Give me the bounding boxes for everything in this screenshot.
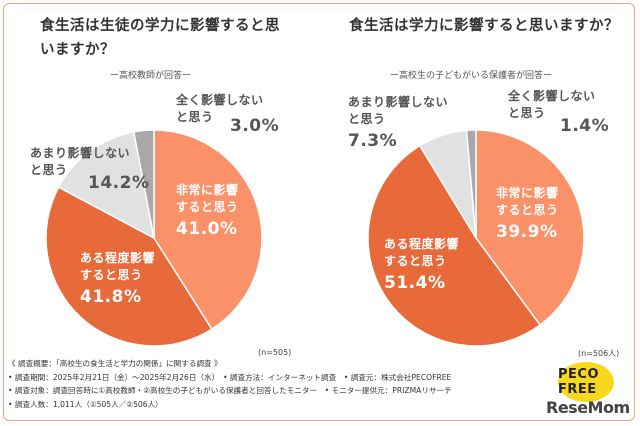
slice-name-line: ある程度影響 <box>80 251 156 265</box>
slice-label-little: あまり影響しない と思う <box>30 145 130 180</box>
slice-value: 51.4% <box>384 272 446 293</box>
sample-size: (n=505) <box>258 348 292 357</box>
slice-value: 39.9% <box>496 221 558 242</box>
chart-title: 食生活は生徒の学力に影響すると思いますか？ <box>40 18 280 58</box>
slice-label-little: あまり影響しない と思う 7.3% <box>348 94 448 153</box>
peco-free-logo: PECO FREE <box>558 362 614 402</box>
slice-value: 41.8% <box>80 286 142 307</box>
slice-name-line: と思う <box>508 106 546 121</box>
slice-name-line: すると思う <box>80 268 143 283</box>
chart-title: 食生活は学力に影響すると思いますか？ <box>349 18 619 34</box>
slice-label-none: 全く影響しない と思う <box>176 92 264 127</box>
notes-heading: 《 調査概要：「高校生の食生活と学力の関係」に関する調査 》 <box>8 359 222 368</box>
slice-name-line: すると思う <box>176 200 239 215</box>
slice-label-very: 非常に影響 すると思う 41.0% <box>176 182 239 241</box>
chart-subtitle: ー高校教師が回答ー <box>110 71 192 81</box>
slice-name-line: すると思う <box>496 203 559 218</box>
slice-name-line: と思う <box>176 110 214 125</box>
slice-value: 3.0% <box>230 116 280 136</box>
slice-name-line: あまり影響しない <box>348 95 449 109</box>
slice-value-little: 14.2% <box>88 171 149 196</box>
chart-subtitle: ー高校生の子どもがいる保護者が回答ー <box>390 71 553 81</box>
chart-panel-parents: 食生活は学力に影響すると思いますか？ ー高校生の子どもがいる保護者が回答ー 非常… <box>320 0 640 360</box>
slice-name-line: あまり影響しない <box>30 146 131 160</box>
slice-value: 1.4% <box>560 116 610 136</box>
slice-label-some: ある程度影響 すると思う 41.8% <box>80 250 155 309</box>
pie-chart <box>45 129 263 347</box>
slice-value: 14.2% <box>88 173 150 193</box>
page-frame <box>3 3 635 421</box>
slice-name-line: と思う <box>348 112 386 127</box>
slice-name-line: と思う <box>30 163 68 178</box>
slice-little <box>57 131 156 240</box>
slice-value: 41.0% <box>176 218 238 239</box>
slice-label-very: 非常に影響 すると思う 39.9% <box>496 185 559 244</box>
notes-line: • 調査人数：1,011人（①505人／②506人） <box>8 399 163 409</box>
chart-panel-teachers: 食生活は生徒の学力に影響すると思いますか？ ー高校教師が回答ー 非常に影響 する… <box>0 0 320 360</box>
slice-value: 7.3% <box>348 130 398 151</box>
slice-name-line: すると思う <box>384 254 447 269</box>
slice-name-line: 非常に影響 <box>176 183 239 197</box>
slice-value-none: 3.0% <box>230 114 279 139</box>
notes-line: • 調査期間：2025年2月21日（金）〜2025年2月26日（水） • 調査方… <box>8 372 452 382</box>
slice-name-line: 非常に影響 <box>496 186 559 200</box>
slice-very <box>475 129 585 327</box>
sample-size: (n=506人) <box>578 349 620 358</box>
slice-name-line: 全く影響しない <box>176 93 264 107</box>
pie-chart <box>367 129 585 347</box>
resemom-watermark: ReseMom <box>546 398 630 417</box>
slice-some <box>45 186 213 347</box>
slice-value-none: 1.4% <box>560 114 609 139</box>
survey-notes: 《 調査概要：「高校生の食生活と学力の関係」に関する調査 》 • 調査期間：20… <box>8 357 568 411</box>
slice-name-line: ある程度影響 <box>384 237 460 251</box>
notes-line: • 調査対象：調査回答時に①高校教師・②高校生の子どもがいる保護者と回答したモニ… <box>8 386 452 395</box>
slice-label-none: 全く影響しない と思う <box>508 88 596 123</box>
slice-label-some: ある程度影響 すると思う 51.4% <box>384 236 459 295</box>
slice-none <box>465 129 477 239</box>
slice-some <box>367 144 542 347</box>
slice-none <box>132 129 155 239</box>
slice-name-line: 全く影響しない <box>508 89 596 103</box>
